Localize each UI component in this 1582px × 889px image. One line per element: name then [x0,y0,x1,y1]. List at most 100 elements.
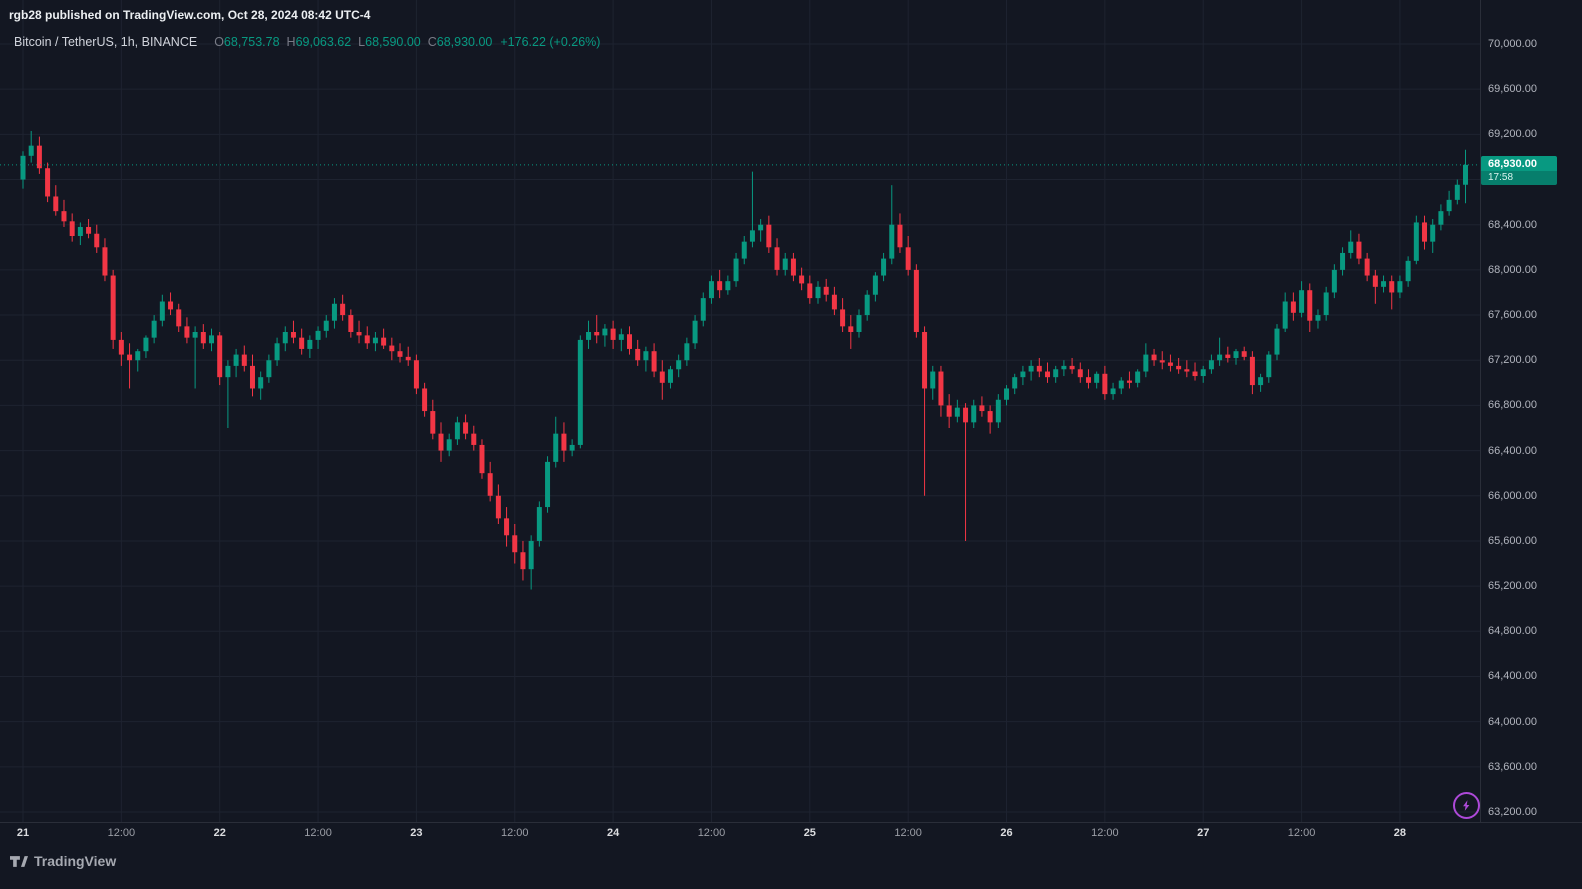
candle-body [913,269,919,332]
symbol-info-bar: Bitcoin / TetherUS, 1h, BINANCE O68,753.… [14,35,600,49]
candle-body [495,495,501,519]
candle-body [405,356,411,361]
price-axis-label: 68,000.00 [1488,263,1537,276]
candle-body [94,233,100,248]
candle-body [1126,380,1132,383]
candle-body [463,422,469,434]
symbol-title[interactable]: Bitcoin / TetherUS, 1h, BINANCE [14,35,198,49]
ohlc-open: O68,753.78 [214,35,279,49]
candle-body [774,247,780,270]
candle-body [1102,373,1108,395]
price-axis-label: 66,800.00 [1488,399,1537,412]
candle-body [1438,211,1444,225]
candle-body [487,473,493,496]
candle-body [1397,281,1403,293]
high-label: H [286,35,296,49]
candle-body [372,337,378,344]
candle-body [1372,275,1378,287]
time-axis[interactable]: 21 12:00 22 12:00 23 12:00 24 12:00 25 12:00 26 12:… [0,822,1480,862]
candle-body [102,247,108,276]
low-label: L [358,35,366,49]
candle-body [512,535,518,553]
candle-body [1274,328,1280,355]
candle-body [135,351,141,361]
close-label: C [427,35,437,49]
candle-body [971,405,977,423]
candle-body [471,433,477,445]
time-axis-label: 21 [16,827,30,839]
candle-body [340,303,346,316]
candle-body [1184,369,1190,372]
candle-body [1307,290,1313,321]
time-axis-label: 12:00 [1287,827,1316,839]
time-axis-label: 22 [213,827,226,839]
candle-body [389,345,395,352]
price-axis-label: 66,400.00 [1488,444,1537,457]
candle-body [1233,351,1239,358]
time-axis-label: 26 [1000,827,1013,839]
flash-boost-button[interactable] [1453,792,1480,819]
candle-body [413,360,419,389]
candle-body [856,315,862,332]
ohlc-high: H69,063.62 [287,35,352,49]
candle-body [1340,252,1346,270]
price-axis-label: 63,200.00 [1488,806,1537,818]
candle-body [651,351,657,372]
candle-body [627,334,633,349]
high-value: 69,063.62 [295,35,352,49]
candle-body [127,354,133,361]
candle-body [1135,371,1141,383]
candle-body [1454,184,1460,200]
candle-body [307,339,313,349]
candle-body [618,334,624,340]
candle-body [536,507,542,541]
candle-body [610,328,616,340]
candle-body [659,371,665,383]
candle-body [553,433,559,462]
candle-body [233,354,239,366]
candle-body [717,281,723,291]
candle-body [569,444,575,451]
candle-body [1405,260,1411,282]
candle-body [577,339,583,445]
candle-body [602,328,608,336]
candle-body [1061,365,1067,370]
tradingview-watermark[interactable]: TradingView [10,853,116,869]
price-axis[interactable]: 70,000.0069,600.0069,200.0068,800.0068,4… [1480,0,1582,822]
price-axis-label: 65,600.00 [1488,534,1537,547]
candle-body [594,332,600,336]
candle-body [118,339,124,355]
candle-body [1110,388,1116,395]
time-axis-label: 12:00 [107,827,136,839]
candle-body [1389,281,1395,293]
candle-body [225,365,231,378]
candle-body [635,348,641,361]
candle-body [397,351,403,357]
candle-body [1241,351,1247,357]
candle-body [323,320,329,331]
candle-body [1356,241,1362,259]
candle-body [77,226,83,236]
last-price-badge: 68,930.00 17:58 [1481,155,1557,185]
candle-body [840,309,846,327]
time-axis-label: 27 [1197,827,1210,839]
candle-body [561,433,567,451]
candle-body [45,168,51,197]
candle-body [799,275,805,284]
candle-body [897,224,903,248]
price-axis-label: 66,000.00 [1488,489,1537,502]
candle-body [266,360,272,378]
candle-body [1381,281,1387,287]
candle-body [176,309,182,327]
candle-body [995,399,1001,423]
candle-body [1413,222,1419,261]
candle-body [1282,301,1288,329]
time-axis-label: 25 [803,827,816,839]
candle-body [790,258,796,276]
candle-body [258,377,264,389]
price-axis-label: 64,800.00 [1488,625,1537,638]
ohlc-close: C68,930.00 [428,35,493,49]
candle-body [758,224,764,231]
candle-body [954,407,960,417]
